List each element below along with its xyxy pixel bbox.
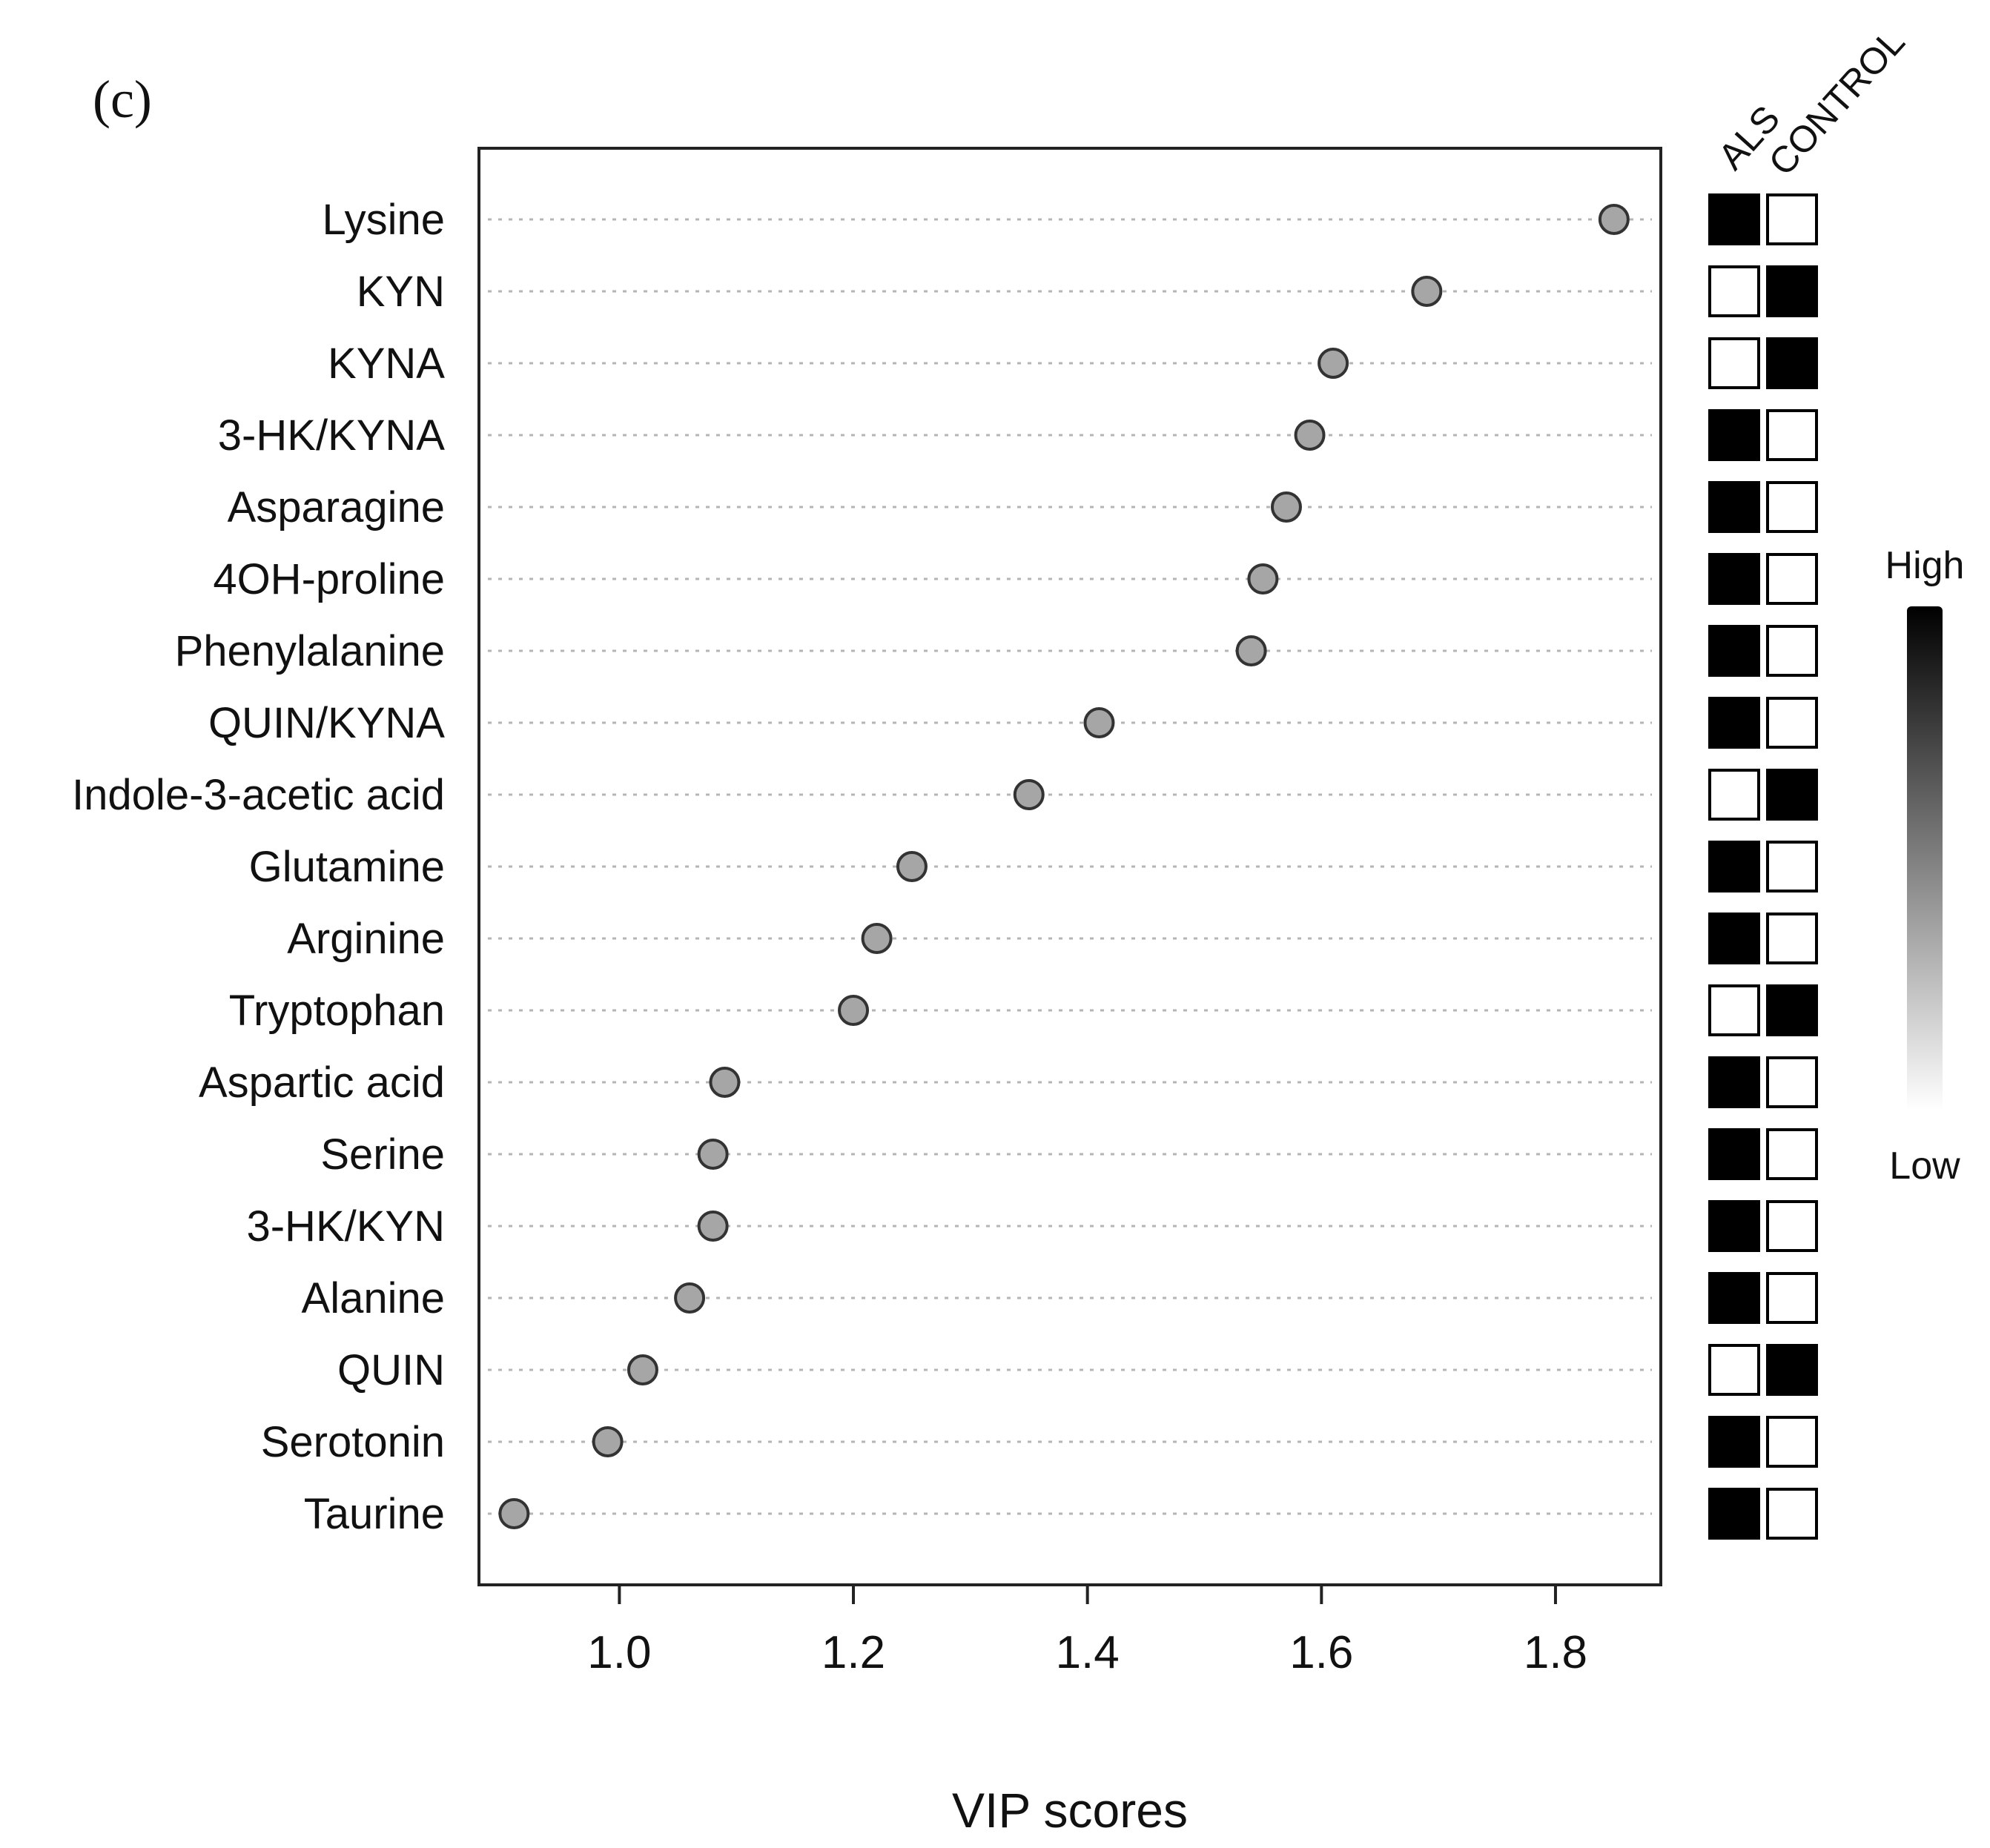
x-tick-label: 1.0 (587, 1627, 651, 1678)
heatmap-cell-control-phenylalanine (1766, 625, 1818, 677)
x-tick-label: 1.4 (1056, 1627, 1120, 1678)
data-point-aspartic-acid (709, 1067, 741, 1098)
data-point-arginine (861, 923, 893, 954)
x-tick-label: 1.8 (1524, 1627, 1587, 1678)
heatmap-cell-als-arginine (1708, 913, 1760, 964)
category-label-phenylalanine: Phenylalanine (175, 627, 445, 675)
data-point-lysine (1598, 204, 1630, 235)
heatmap-cell-control-alanine (1766, 1272, 1818, 1324)
heatmap-cell-control-quin-kyna (1766, 697, 1818, 749)
heatmap-cell-control-tryptophan (1766, 984, 1818, 1036)
heatmap-cell-control-serine (1766, 1128, 1818, 1180)
category-label-kyn: KYN (357, 268, 445, 316)
category-label-kyna: KYNA (328, 340, 445, 388)
grid-lines (488, 218, 1652, 1515)
data-point-3-hk-kyn (697, 1211, 729, 1242)
heatmap-cell-als-alanine (1708, 1272, 1760, 1324)
category-label-3-hk-kyna: 3-HK/KYNA (218, 411, 446, 460)
data-point-phenylalanine (1235, 635, 1267, 666)
heatmap-cell-als-3-hk-kyn (1708, 1200, 1760, 1252)
category-label-taurine: Taurine (304, 1490, 445, 1538)
category-label-3-hk-kyn: 3-HK/KYN (246, 1202, 445, 1251)
data-point-alanine (674, 1282, 706, 1314)
heatmap-cell-control-asparagine (1766, 481, 1818, 533)
heatmap-cell-als-kyn (1708, 265, 1760, 317)
heatmap-cell-control-kyn (1766, 265, 1818, 317)
category-label-tryptophan: Tryptophan (229, 987, 445, 1035)
x-tick-label: 1.6 (1289, 1627, 1353, 1678)
heatmap-cell-als-serine (1708, 1128, 1760, 1180)
heatmap-cell-control-4oh-proline (1766, 553, 1818, 605)
heatmap-cell-als-3-hk-kyna (1708, 409, 1760, 461)
heatmap-cell-als-indole-3-acetic-acid (1708, 769, 1760, 821)
category-label-alanine: Alanine (302, 1274, 445, 1322)
category-label-4oh-proline: 4OH-proline (213, 555, 445, 603)
category-label-serotonin: Serotonin (261, 1418, 445, 1466)
heatmap-cell-als-quin-kyna (1708, 697, 1760, 749)
heatmap-cell-als-quin (1708, 1344, 1760, 1396)
heatmap-cell-control-kyna (1766, 337, 1818, 389)
x-tick-label: 1.2 (822, 1627, 885, 1678)
data-points (498, 204, 1630, 1529)
group-heatmap (1708, 193, 1818, 1540)
data-point-kyna (1318, 348, 1349, 379)
data-point-tryptophan (838, 995, 870, 1026)
category-label-glutamine: Glutamine (249, 843, 445, 891)
heatmap-cell-als-phenylalanine (1708, 625, 1760, 677)
category-label-quin: QUIN (337, 1346, 445, 1394)
heatmap-cell-als-aspartic-acid (1708, 1056, 1760, 1108)
x-axis-title: VIP scores (952, 1783, 1188, 1838)
group-label-control: CONTROL (1761, 21, 1913, 183)
heatmap-cell-als-serotonin (1708, 1416, 1760, 1468)
heatmap-cell-control-3-hk-kyn (1766, 1200, 1818, 1252)
data-point-quin (627, 1354, 658, 1385)
heatmap-cell-control-aspartic-acid (1766, 1056, 1818, 1108)
data-point-asparagine (1270, 491, 1302, 523)
heatmap-cell-control-taurine (1766, 1488, 1818, 1540)
heatmap-cell-als-lysine (1708, 193, 1760, 245)
heatmap-cell-control-serotonin (1766, 1416, 1818, 1468)
x-axis: 1.0 1.2 1.4 1.6 1.8 (587, 1583, 1587, 1678)
category-label-quin-kyna: QUIN/KYNA (208, 699, 445, 747)
data-point-4oh-proline (1247, 563, 1279, 595)
heatmap-cell-control-lysine (1766, 193, 1818, 245)
heatmap-cell-als-taurine (1708, 1488, 1760, 1540)
category-label-arginine: Arginine (287, 915, 445, 963)
category-label-indole-3-acetic-acid: Indole-3-acetic acid (72, 771, 445, 819)
heatmap-cell-als-glutamine (1708, 841, 1760, 892)
heatmap-cell-control-arginine (1766, 913, 1818, 964)
category-label-lysine: Lysine (322, 196, 445, 244)
heatmap-cell-control-3-hk-kyna (1766, 409, 1818, 461)
data-point-serine (697, 1139, 729, 1170)
category-label-asparagine: Asparagine (228, 483, 445, 531)
data-point-3-hk-kyna (1294, 420, 1326, 451)
heatmap-cell-control-indole-3-acetic-acid (1766, 769, 1818, 821)
heatmap-cell-control-glutamine (1766, 841, 1818, 892)
panel-label: (c) (93, 70, 152, 129)
category-labels: Lysine KYN KYNA 3-HK/KYNA Asparagine 4OH-prol… (72, 196, 445, 1538)
category-label-aspartic-acid: Aspartic acid (199, 1059, 445, 1107)
color-scale-low-label: Low (1889, 1145, 1960, 1188)
heatmap-cell-control-quin (1766, 1344, 1818, 1396)
heatmap-cell-als-kyna (1708, 337, 1760, 389)
heatmap-cell-als-tryptophan (1708, 984, 1760, 1036)
data-point-taurine (498, 1498, 530, 1529)
color-scale-high-label: High (1885, 544, 1965, 587)
data-point-indole-3-acetic-acid (1013, 779, 1045, 810)
heatmap-cell-als-asparagine (1708, 481, 1760, 533)
data-point-quin-kyna (1083, 707, 1115, 738)
data-point-glutamine (896, 851, 928, 882)
data-point-serotonin (592, 1426, 624, 1457)
data-point-kyn (1411, 276, 1443, 307)
category-label-serine: Serine (320, 1130, 445, 1179)
heatmap-cell-als-4oh-proline (1708, 553, 1760, 605)
color-scale-bar (1907, 606, 1943, 1110)
